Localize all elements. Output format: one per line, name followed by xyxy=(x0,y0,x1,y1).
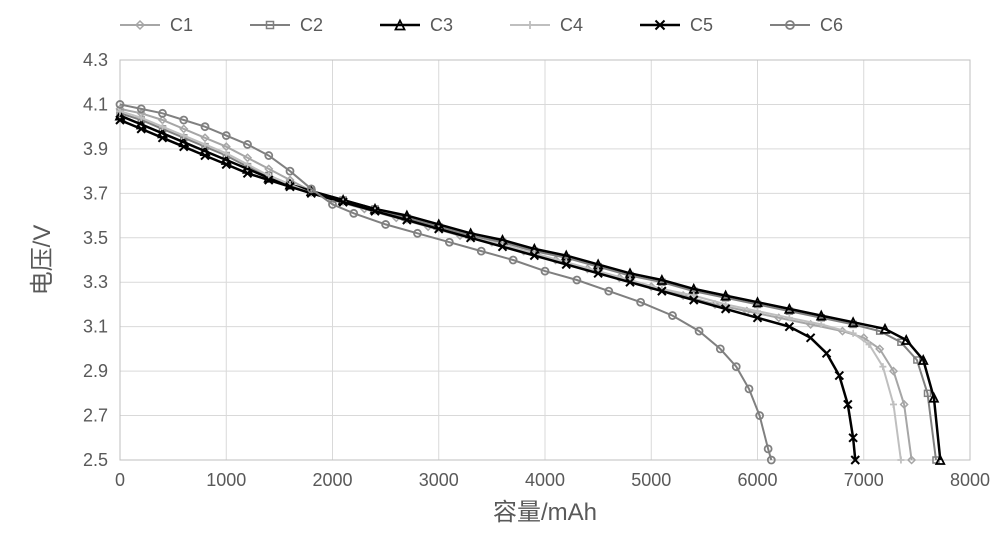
x-tick-label: 4000 xyxy=(525,470,565,490)
y-tick-label: 3.1 xyxy=(83,317,108,337)
y-tick-label: 3.9 xyxy=(83,139,108,159)
y-tick-label: 4.3 xyxy=(83,50,108,70)
x-tick-label: 5000 xyxy=(631,470,671,490)
x-tick-label: 2000 xyxy=(312,470,352,490)
x-tick-label: 8000 xyxy=(950,470,990,490)
x-tick-label: 1000 xyxy=(206,470,246,490)
legend-label: C1 xyxy=(170,15,193,35)
chart-svg: 2.5 2.7 2.9 3.1 3.3 3.5 3.7 3.9 4.1 4.3 0 1000 2000 3… xyxy=(0,0,1000,540)
x-tick-label: 7000 xyxy=(844,470,884,490)
legend-label: C6 xyxy=(820,15,843,35)
x-axis-label: 容量/mAh xyxy=(493,499,597,526)
y-tick-label: 4.1 xyxy=(83,94,108,114)
y-axis-label: 电压/V xyxy=(29,225,56,296)
x-tick-label: 0 xyxy=(115,470,125,490)
y-tick-label: 3.3 xyxy=(83,272,108,292)
x-tick-label: 3000 xyxy=(419,470,459,490)
y-tick-label: 3.5 xyxy=(83,228,108,248)
y-tick-label: 2.5 xyxy=(83,450,108,470)
y-tick-label: 2.9 xyxy=(83,361,108,381)
legend-label: C4 xyxy=(560,15,583,35)
y-tick-label: 3.7 xyxy=(83,183,108,203)
legend-label: C3 xyxy=(430,15,453,35)
legend-label: C5 xyxy=(690,15,713,35)
y-tick-label: 2.7 xyxy=(83,406,108,426)
discharge-curve-chart: 2.5 2.7 2.9 3.1 3.3 3.5 3.7 3.9 4.1 4.3 0 1000 2000 3… xyxy=(0,0,1000,540)
legend-label: C2 xyxy=(300,15,323,35)
x-tick-label: 6000 xyxy=(737,470,777,490)
